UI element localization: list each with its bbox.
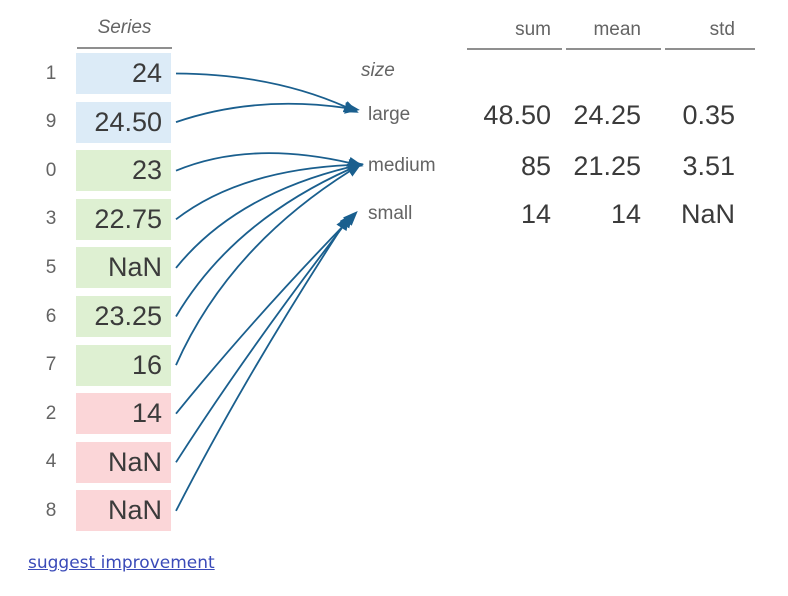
series-title: Series: [97, 17, 152, 38]
group-arrow: [175, 152, 364, 172]
group-arrow: [175, 101, 360, 123]
group-mean-value: 24.25: [573, 100, 641, 130]
group-arrow: [175, 161, 364, 269]
series-index-label: 7: [45, 354, 57, 376]
group-std-value: 0.35: [682, 100, 735, 130]
group-arrow: [175, 163, 362, 366]
series-cell: 24: [76, 53, 171, 94]
series-index-label: 2: [45, 402, 57, 424]
series-underline: [77, 47, 172, 49]
series-cell: NaN: [76, 441, 171, 483]
series-index-label: 6: [45, 305, 57, 327]
series-index-label: 3: [45, 208, 57, 230]
series-cell: 16: [76, 344, 171, 386]
series-index-label: 1: [45, 62, 57, 84]
group-sum-value: 48.50: [483, 100, 551, 130]
series-index-label: 5: [45, 256, 57, 278]
group-arrow: [175, 210, 358, 415]
column-header-mean: mean: [593, 19, 641, 40]
group-sum-value: 14: [520, 198, 551, 229]
series-cell: 22.75: [76, 198, 171, 240]
series-cell: 23: [76, 150, 171, 192]
group-sum-value: 85: [520, 151, 551, 181]
group-mean-value: 14: [610, 198, 641, 229]
group-arrow: [175, 72, 359, 113]
group-label: large: [368, 104, 411, 125]
group-arrow: [175, 215, 350, 512]
group-arrow: [175, 159, 364, 221]
group-mean-value: 21.25: [573, 151, 641, 181]
column-underline-std: [665, 48, 755, 50]
group-std-value: 3.51: [682, 151, 735, 181]
series-index-label: 8: [45, 499, 57, 521]
series-cell: 14: [76, 393, 171, 435]
column-header-std: std: [709, 19, 735, 40]
suggest-improvement-link[interactable]: suggest improvement: [28, 553, 215, 573]
series-index-label: 9: [45, 111, 57, 133]
group-std-value: NaN: [680, 198, 735, 229]
series-index-label: 4: [45, 451, 57, 473]
series-index-label: 0: [45, 159, 57, 181]
series-cell: NaN: [76, 247, 171, 289]
column-underline-sum: [467, 48, 562, 50]
group-index-title: size: [361, 60, 395, 81]
series-cell: NaN: [76, 490, 171, 532]
group-arrow: [175, 163, 363, 317]
group-label: small: [368, 202, 413, 224]
group-arrow: [175, 212, 354, 463]
group-label: medium: [368, 155, 436, 176]
column-header-sum: sum: [515, 19, 551, 40]
series-cell: 23.25: [76, 296, 171, 337]
series-cell: 24.50: [76, 101, 171, 143]
column-underline-mean: [566, 48, 661, 50]
